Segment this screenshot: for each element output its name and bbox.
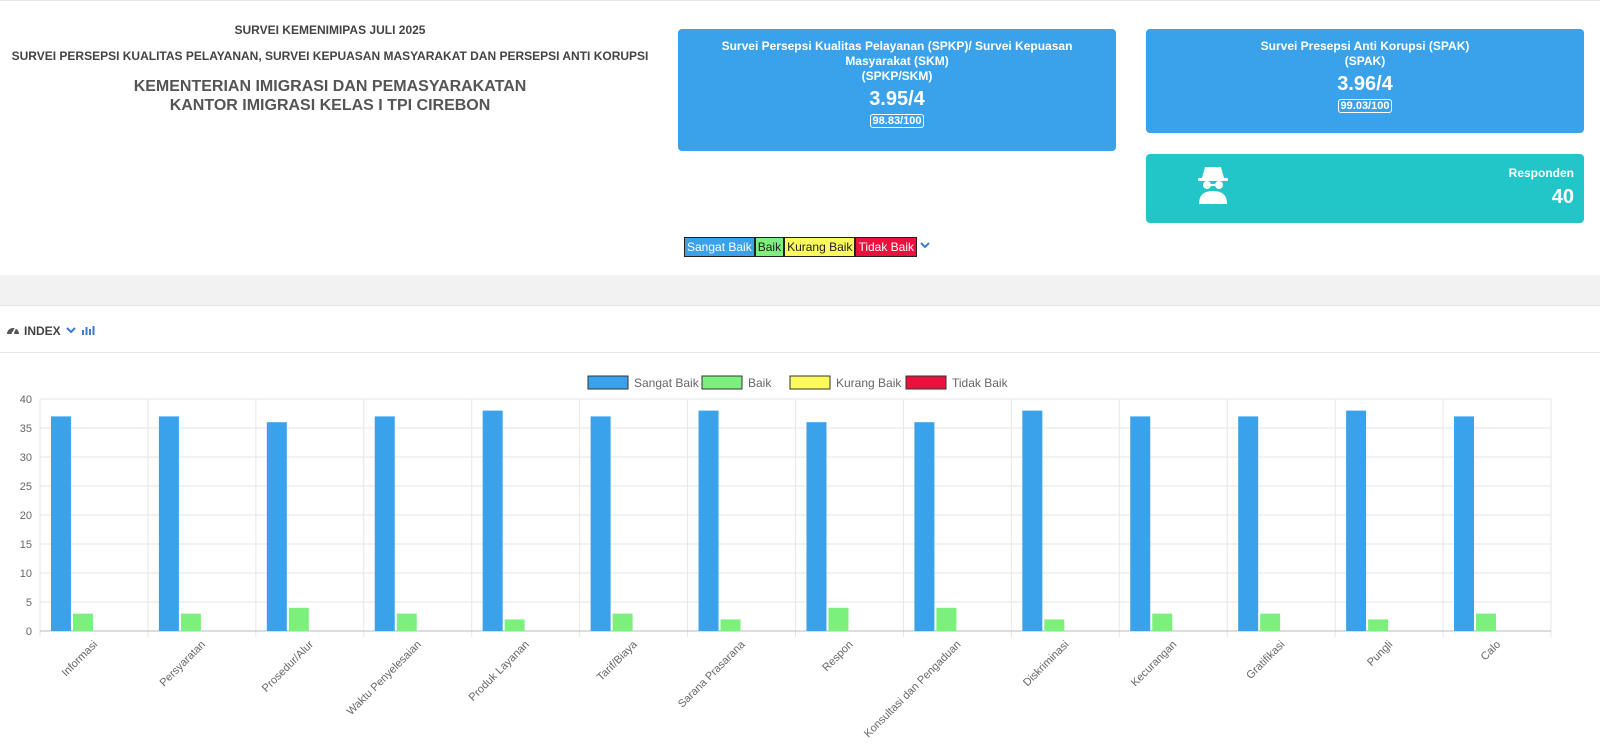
spkp-title: Survei Persepsi Kualitas Pelayanan (SPKP… [721,39,1073,68]
bar-sangat-baik [1454,416,1475,631]
bar-baik [504,619,525,631]
x-tick-label: Kecurangan [1129,639,1179,689]
spak-score: 3.96/4 [1337,73,1393,95]
legend-label: Sangat Baik [634,376,700,390]
bar-baik [1368,619,1389,631]
legend-tidak-baik: Tidak Baik [855,237,918,257]
survey-subtitle: SURVEI PERSEPSI KUALITAS PELAYANAN, SURV… [11,49,649,63]
y-tick-label: 5 [26,597,32,609]
bar-baik [1260,613,1281,631]
bar-sangat-baik [374,416,395,631]
index-label: INDEX [24,323,61,338]
legend-swatch [789,375,831,390]
legend-swatch [701,375,743,390]
chevron-down-icon[interactable] [917,237,933,257]
bar-sangat-baik [1130,416,1151,631]
summary-section: SURVEI KEMENIMIPAS JULI 2025 SURVEI PERS… [0,0,1600,275]
office-name: KANTOR IMIGRASI KELAS I TPI CIREBON [169,97,491,114]
bar-sangat-baik [482,410,503,631]
x-tick-label: Gratifikasi [1244,639,1287,682]
respondents-count: 40 [1551,186,1574,208]
y-tick-label: 30 [20,452,32,464]
x-tick-label: Konsultasi dan Pengaduan [862,639,963,740]
legend-kurang-baik: Kurang Baik [784,237,856,257]
y-tick-label: 15 [20,539,32,551]
x-tick-label: Informasi [60,639,100,679]
spak-title: Survei Presepsi Anti Korupsi (SPAK) [1260,39,1470,53]
y-tick-label: 35 [20,423,32,435]
y-tick-label: 25 [20,481,32,493]
bar-chart: 0 5 10 15 20 25 30 35 40 Informasi Persyaratan Pros… [20,375,1552,740]
title-block: SURVEI KEMENIMIPAS JULI 2025 SURVEI PERS… [10,23,650,115]
respondents-card: Responden 40 [1146,154,1584,223]
bar-sangat-baik [1022,410,1043,631]
x-tick-label: Produk Layanan [467,639,532,704]
legend-label: Tidak Baik [952,376,1009,390]
respondents-label: Responden [1508,166,1574,180]
bar-baik [1044,619,1065,631]
x-tick-label: Respon [820,639,855,674]
x-tick-label: Calo [1479,639,1503,663]
spak-card: Survei Presepsi Anti Korupsi (SPAK) (SPA… [1146,29,1584,133]
legend-swatch [587,375,629,390]
survey-title: SURVEI KEMENIMIPAS JULI 2025 [234,23,426,37]
spkp-abbr: (SPKP/SKM) [861,69,933,83]
bar-sangat-baik [266,422,287,631]
bar-baik [936,607,957,631]
spkp-score: 3.95/4 [869,88,925,110]
bar-baik [288,607,309,631]
spkp-percent: 98.83/100 [869,114,925,128]
legend-baik: Baik [754,237,785,257]
x-tick-label: Tarif/Biaya [595,638,640,683]
x-tick-label: Diskriminasi [1021,639,1071,689]
bar-baik [180,613,201,631]
y-tick-label: 0 [26,626,32,638]
x-tick-label: Sarana Prasarana [676,638,748,710]
x-tick-label: Waktu Penyelesaian [345,639,424,718]
bar-chart-icon[interactable] [81,324,95,338]
legend-sangat-baik: Sangat Baik [684,237,755,257]
section-divider [0,275,1600,306]
bar-baik [396,613,417,631]
rating-legend-strip: Sangat Baik Baik Kurang Baik Tidak Baik [684,237,933,257]
legend-label: Kurang Baik [836,376,902,390]
bar-sangat-baik [158,416,179,631]
bar-sangat-baik [698,410,719,631]
x-tick-label: Persyaratan [158,639,208,689]
bar-sangat-baik [914,422,935,631]
spak-percent: 99.03/100 [1337,99,1393,113]
y-tick-label: 40 [20,394,32,406]
index-chart: 0 5 10 15 20 25 30 35 40 Informasi Persyaratan Pros… [0,368,1600,751]
x-tick-label: Pungli [1365,639,1395,669]
ministry-name: KEMENTERIAN IMIGRASI DAN PEMASYARAKATAN [133,78,527,95]
spak-abbr: (SPAK) [1344,54,1386,68]
x-tick-label: Prosedur/Alur [260,638,316,694]
bar-baik [828,607,849,631]
bar-baik [720,619,741,631]
bar-sangat-baik [1238,416,1259,631]
dashboard-icon [6,323,20,338]
bar-baik [1476,613,1497,631]
bar-sangat-baik [50,416,71,631]
bar-baik [1152,613,1173,631]
spkp-card: Survei Persepsi Kualitas Pelayanan (SPKP… [678,29,1116,151]
bar-sangat-baik [590,416,611,631]
index-header: INDEX [0,307,1600,353]
bar-sangat-baik [1346,410,1367,631]
chevron-down-icon[interactable] [65,324,77,338]
bar-baik [612,613,633,631]
y-tick-label: 20 [20,510,32,522]
spy-icon [1196,164,1230,209]
y-tick-label: 10 [20,568,32,580]
legend-label: Baik [748,376,772,390]
bar-sangat-baik [806,422,827,631]
legend-swatch [905,375,947,390]
bar-baik [72,613,93,631]
